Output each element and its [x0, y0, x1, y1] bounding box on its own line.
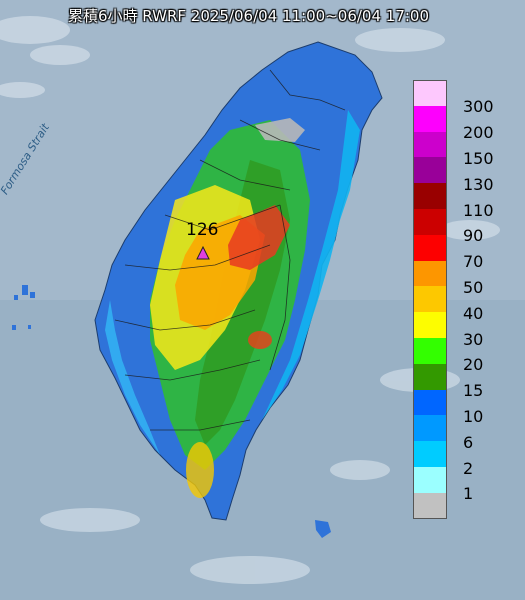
- legend-label: 30: [463, 329, 484, 349]
- legend-label: 6: [463, 432, 474, 452]
- rain-red-core: [228, 205, 290, 270]
- legend-swatch: [413, 492, 447, 519]
- legend-swatch: [413, 337, 447, 364]
- legend-row: 15: [413, 363, 507, 400]
- rain-orange-south: [186, 442, 214, 498]
- legend-label: 130: [463, 174, 494, 194]
- no-rain-north: [255, 118, 305, 142]
- cloud-texture: [0, 16, 500, 584]
- coastal-band-east: [250, 110, 360, 440]
- legend-row: 30: [413, 312, 507, 349]
- legend-swatch: [413, 208, 447, 235]
- taiwan-island: [94, 41, 383, 521]
- legend-swatch: [413, 80, 447, 106]
- max-rainfall-label: 126: [186, 220, 219, 240]
- legend-label: 110: [463, 200, 494, 220]
- legend-swatch: [413, 441, 447, 467]
- legend-label: 90: [463, 226, 484, 246]
- legend-row: 50: [413, 260, 507, 297]
- legend-row: 70: [413, 234, 507, 271]
- legend-row: 20: [413, 337, 507, 374]
- rain-red-spot: [248, 331, 272, 349]
- penghu-islands: [12, 285, 35, 330]
- legend-row: 10: [413, 389, 507, 426]
- legend-row: 110: [413, 183, 507, 220]
- coastal-band-west: [105, 300, 160, 455]
- legend-row: 300: [413, 80, 507, 116]
- legend-label: 20: [463, 355, 484, 375]
- legend-row: [413, 492, 507, 519]
- legend-swatch: [413, 131, 447, 158]
- legend-label: 2: [463, 458, 474, 478]
- legend-label: 15: [463, 381, 484, 401]
- legend-label: 10: [463, 406, 484, 426]
- legend-swatch: [413, 234, 447, 261]
- legend-row: 130: [413, 157, 507, 194]
- legend-row: 150: [413, 131, 507, 168]
- legend-label: 300: [463, 97, 494, 117]
- triangle-marker-icon: [196, 246, 210, 260]
- legend-label: 150: [463, 148, 494, 168]
- legend-label: 70: [463, 252, 484, 272]
- legend-swatch: [413, 183, 447, 209]
- legend-row: 1: [413, 466, 507, 503]
- map-title: 累積6小時 RWRF 2025/06/04 11:00~06/04 17:00: [68, 7, 430, 25]
- legend-row: 200: [413, 105, 507, 142]
- legend-swatch: [413, 389, 447, 416]
- legend-swatch: [413, 105, 447, 132]
- rainfall-legend: 300 200 150 130 110 90 70 50 40 30 20 15 10 6 2 1: [413, 80, 507, 519]
- legend-label: 50: [463, 277, 484, 297]
- legend-swatch: [413, 286, 447, 313]
- legend-swatch: [413, 415, 447, 442]
- legend-label: 200: [463, 123, 494, 143]
- legend-label: 1: [463, 484, 474, 504]
- legend-swatch: [413, 260, 447, 287]
- legend-row: 40: [413, 286, 507, 323]
- county-boundaries: [114, 69, 346, 431]
- legend-swatch: [413, 466, 447, 493]
- legend-swatch: [413, 157, 447, 184]
- legend-swatch: [413, 363, 447, 390]
- legend-row: 2: [413, 441, 507, 478]
- legend-row: 90: [413, 208, 507, 245]
- legend-row: 6: [413, 415, 507, 452]
- legend-swatch: [413, 312, 447, 338]
- orchid-island: [315, 520, 331, 538]
- legend-label: 40: [463, 303, 484, 323]
